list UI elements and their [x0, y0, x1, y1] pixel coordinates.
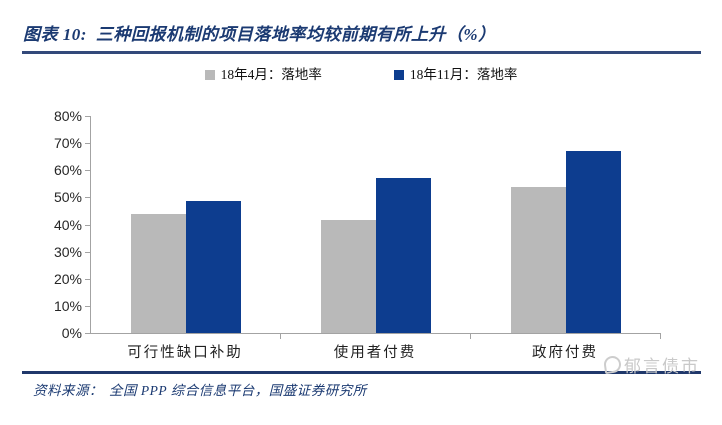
watermark-text: 郁言债市 — [624, 357, 700, 376]
x-axis-tick-mark — [280, 334, 281, 339]
y-axis-tick-mark — [85, 224, 90, 226]
bar — [566, 151, 621, 333]
bar — [186, 201, 241, 333]
y-axis-tick-mark — [85, 278, 90, 280]
chart-legend: 18年4月：落地率 18年11月：落地率 — [0, 66, 722, 84]
x-axis-category-label: 可行性缺口补助 — [127, 345, 243, 361]
y-axis-tick-label: 80% — [53, 108, 82, 124]
figure-title-text: 三种回报机制的项目落地率均较前期有所上升（%） — [95, 25, 496, 44]
source-line: 资料来源： 全国 PPP 综合信息平台，国盛证券研究所 — [33, 379, 367, 399]
y-axis-tick-mark — [85, 251, 90, 253]
title-divider — [22, 51, 701, 54]
x-axis-tick-mark — [660, 334, 661, 339]
x-axis-tick-mark — [470, 334, 471, 339]
y-axis-tick-label: 40% — [53, 216, 82, 233]
y-axis-tick-mark — [85, 116, 90, 117]
x-axis-category-label: 政府付费 — [532, 345, 598, 361]
legend-label: 18年11月：落地率 — [409, 67, 518, 82]
y-axis-tick-label: 50% — [53, 189, 82, 206]
y-axis-tick-label: 30% — [53, 243, 82, 260]
y-axis-tick-label: 0% — [61, 325, 82, 341]
y-axis-tick-mark — [85, 333, 90, 334]
legend-swatch-icon — [393, 70, 404, 80]
watermark-logo-icon — [602, 354, 623, 375]
y-axis-tick-label: 60% — [53, 162, 82, 179]
y-axis-tick-mark — [85, 170, 90, 172]
y-axis-tick-mark — [85, 197, 90, 199]
bar — [131, 213, 186, 333]
legend-item: 18年11月：落地率 — [393, 66, 518, 84]
watermark: 郁言债市 — [602, 352, 700, 377]
plot-area — [90, 116, 661, 334]
bar — [511, 186, 566, 333]
x-axis-category-label: 使用者付费 — [333, 345, 417, 361]
legend-swatch-icon — [204, 70, 215, 80]
y-axis-tick-label: 10% — [53, 297, 82, 314]
bottom-divider — [22, 371, 701, 374]
y-axis-tick-mark — [85, 143, 90, 145]
y-axis-tick-label: 70% — [53, 135, 82, 152]
figure-number-label: 图表 10: — [23, 25, 87, 44]
source-label: 资料来源： — [33, 383, 103, 398]
bar — [376, 178, 431, 333]
figure-title: 图表 10: 三种回报机制的项目落地率均较前期有所上升（%） — [23, 20, 496, 45]
y-axis-tick-label: 20% — [53, 270, 82, 287]
y-axis-tick-mark — [85, 305, 90, 307]
source-text: 全国 PPP 综合信息平台，国盛证券研究所 — [109, 383, 367, 398]
legend-label: 18年4月：落地率 — [220, 67, 322, 82]
bar — [321, 220, 376, 333]
legend-item: 18年4月：落地率 — [204, 66, 322, 84]
